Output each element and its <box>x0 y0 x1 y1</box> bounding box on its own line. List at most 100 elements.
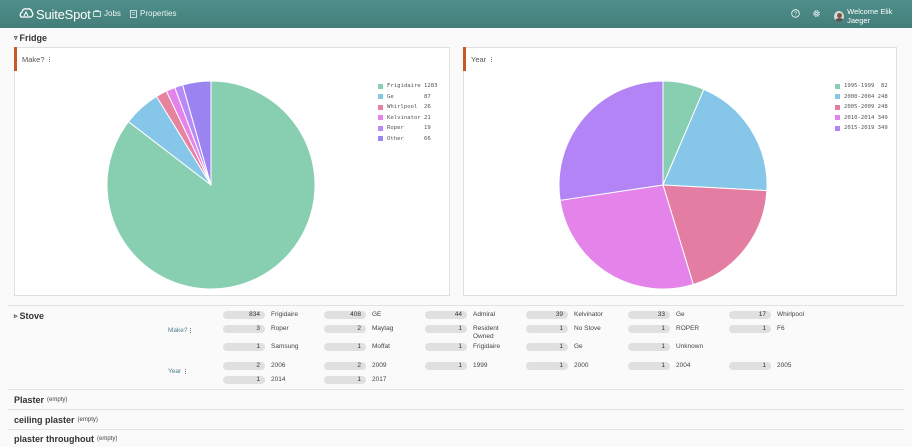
legend-swatch <box>378 125 383 131</box>
count-chip[interactable]: 1 <box>526 362 568 370</box>
legend-label: Whirlpool 26 <box>387 104 431 111</box>
count-chip[interactable]: 39 <box>526 311 568 319</box>
app-logo[interactable]: SuiteSpot <box>18 5 91 23</box>
make-slice-frigidaire[interactable] <box>106 80 316 290</box>
year-slice-2015-2019[interactable] <box>558 80 664 201</box>
make-legend-item[interactable]: Frigidaire 1283 <box>378 81 438 92</box>
count-chip[interactable]: 33 <box>628 311 670 319</box>
make-legend-item[interactable]: Other 66 <box>378 134 438 145</box>
make-chart-panel: Make? Frigidaire 1283 Ge 87 Whirlpool 26 Ke… <box>14 47 450 296</box>
make-legend-item[interactable]: Roper 19 <box>378 123 438 134</box>
caret-right-icon: ▹ <box>14 313 18 320</box>
count-chip[interactable]: 1 <box>729 325 771 333</box>
section-stove-title: Stove <box>19 311 45 321</box>
count-chip[interactable]: 1 <box>526 343 568 351</box>
section-plaster-throughout[interactable]: plaster throughout (empty) <box>14 434 117 444</box>
welcome-text: Welcome Elik Jaeger <box>847 7 893 25</box>
legend-label: 2005-2009 248 <box>844 104 888 111</box>
chip-label: Resident Owned <box>473 325 499 340</box>
kebab-menu-icon[interactable] <box>49 57 50 62</box>
count-chip[interactable]: 834 <box>223 311 265 319</box>
chip-label: Admiral <box>473 311 496 318</box>
legend-swatch <box>378 136 383 142</box>
briefcase-icon <box>93 10 101 17</box>
count-chip[interactable]: 2 <box>324 325 366 333</box>
year-legend-item[interactable]: 2015-2019 349 <box>835 123 888 134</box>
year-slice-2000-2004[interactable] <box>662 88 768 192</box>
count-chip[interactable]: 1 <box>223 376 265 384</box>
svg-text:?: ? <box>794 12 797 18</box>
count-chip[interactable]: 1 <box>223 343 265 351</box>
make-legend-item[interactable]: Kelvinator 21 <box>378 113 438 124</box>
chip-label: 2006 <box>271 362 286 369</box>
kebab-menu-icon[interactable] <box>190 328 191 333</box>
count-chip[interactable]: 44 <box>425 311 467 319</box>
year-legend-item[interactable]: 1995-1999 82 <box>835 81 888 92</box>
count-chip[interactable]: 17 <box>729 311 771 319</box>
chip-label: Frigidaire <box>473 343 501 350</box>
year-legend-item[interactable]: 2000-2004 248 <box>835 92 888 103</box>
make-legend-item[interactable]: Ge 87 <box>378 92 438 103</box>
count-chip[interactable]: 1 <box>324 376 366 384</box>
nav-jobs-label: Jobs <box>104 9 121 18</box>
section-plaster[interactable]: Plaster (empty) <box>14 395 67 405</box>
chip-label: Roper <box>271 325 289 332</box>
legend-swatch <box>378 94 383 100</box>
count-chip[interactable]: 1 <box>526 325 568 333</box>
count-chip[interactable]: 2 <box>223 362 265 370</box>
nav-jobs[interactable]: Jobs <box>93 9 121 18</box>
chip-label: F6 <box>777 325 785 332</box>
user-menu[interactable]: Welcome Elik Jaeger <box>834 7 912 25</box>
chip-label: 2000 <box>574 362 589 369</box>
chip-label: ROPER <box>676 325 700 332</box>
chip-label: Maytag <box>372 325 394 332</box>
chip-label: Moffat <box>372 343 390 350</box>
legend-swatch <box>835 104 840 110</box>
year-chart-legend: 1995-1999 82 2000-2004 248 2005-2009 248 20… <box>835 81 888 134</box>
section-fridge-header[interactable]: ▿ Fridge <box>14 33 47 43</box>
chip-label: 2005 <box>777 362 792 369</box>
gear-icon[interactable] <box>812 9 821 18</box>
kebab-menu-icon[interactable] <box>491 57 492 62</box>
year-chart-panel: Year 1995-1999 82 2000-2004 248 2005-2009 … <box>463 47 897 296</box>
legend-label: Other 66 <box>387 135 431 142</box>
legend-label: 2000-2004 248 <box>844 93 888 100</box>
make-pie-chart <box>106 80 316 290</box>
make-chart-legend: Frigidaire 1283 Ge 87 Whirlpool 26 Kelvinat… <box>378 81 438 144</box>
help-icon[interactable]: ? <box>791 9 800 18</box>
panel-accent-bar <box>14 47 17 71</box>
legend-swatch <box>835 94 840 100</box>
kebab-menu-icon[interactable] <box>185 369 186 374</box>
count-chip[interactable]: 1 <box>425 343 467 351</box>
legend-label: Frigidaire 1283 <box>387 83 438 90</box>
count-chip[interactable]: 1 <box>628 325 670 333</box>
year-legend-item[interactable]: 2005-2009 248 <box>835 102 888 113</box>
count-chip[interactable]: 408 <box>324 311 366 319</box>
section-plaster-throughout-title: plaster throughout <box>14 434 94 444</box>
count-chip[interactable]: 1 <box>425 325 467 333</box>
count-chip[interactable]: 1 <box>628 343 670 351</box>
chip-label: Ge <box>574 343 583 350</box>
year-slice-2010-2014[interactable] <box>559 184 694 290</box>
make-legend-item[interactable]: Whirlpool 26 <box>378 102 438 113</box>
section-ceiling-plaster[interactable]: ceiling plaster (empty) <box>14 415 98 425</box>
year-slice-2005-2009[interactable] <box>662 184 768 286</box>
count-chip[interactable]: 1 <box>425 362 467 370</box>
nav-properties-label: Properties <box>140 9 177 18</box>
chip-label: Unknown <box>676 343 704 350</box>
count-chip[interactable]: 1 <box>628 362 670 370</box>
count-chip[interactable]: 2 <box>324 362 366 370</box>
stove-make-label: Make? <box>168 327 188 334</box>
count-chip[interactable]: 3 <box>223 325 265 333</box>
legend-swatch <box>835 115 840 121</box>
legend-swatch <box>378 115 383 121</box>
make-slice-other[interactable] <box>182 80 212 186</box>
count-chip[interactable]: 1 <box>729 362 771 370</box>
chip-label: 2009 <box>372 362 387 369</box>
year-legend-item[interactable]: 2010-2014 349 <box>835 113 888 124</box>
legend-swatch <box>378 104 383 110</box>
nav-properties[interactable]: Properties <box>130 9 176 18</box>
count-chip[interactable]: 1 <box>324 343 366 351</box>
section-divider <box>8 305 904 306</box>
section-stove-header[interactable]: ▹ Stove <box>14 311 44 321</box>
